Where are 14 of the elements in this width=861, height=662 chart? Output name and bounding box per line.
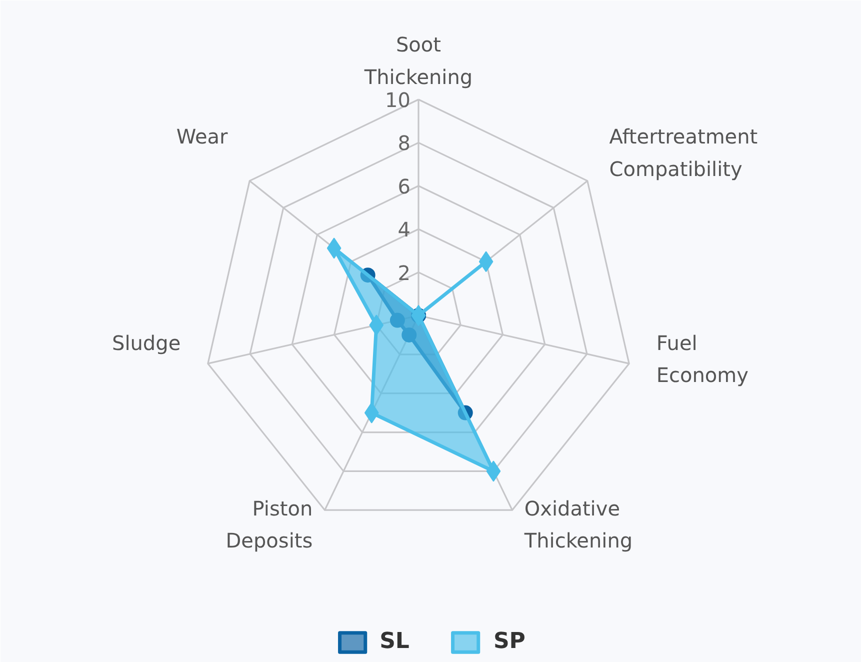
legend-label: SP [493, 629, 526, 654]
y-tick-label: 6 [398, 174, 411, 198]
y-tick-label: 2 [398, 260, 411, 285]
y-tick-label: 10 [385, 88, 411, 112]
spoke-label: Oxidative Thickening [523, 496, 633, 553]
y-tick-label: 4 [398, 218, 411, 242]
legend-label: SL [380, 629, 410, 654]
spoke-label: Sludge [112, 330, 181, 355]
y-tick-label: 8 [398, 131, 411, 156]
spoke-label: Aftertreatment Compatibility [609, 124, 758, 181]
spoke-label: Piston Deposits [226, 496, 313, 553]
spoke-label: Wear [176, 124, 229, 148]
spoke-label: Fuel Economy [656, 330, 749, 388]
spoke-label: Soot Thickening [363, 32, 473, 89]
